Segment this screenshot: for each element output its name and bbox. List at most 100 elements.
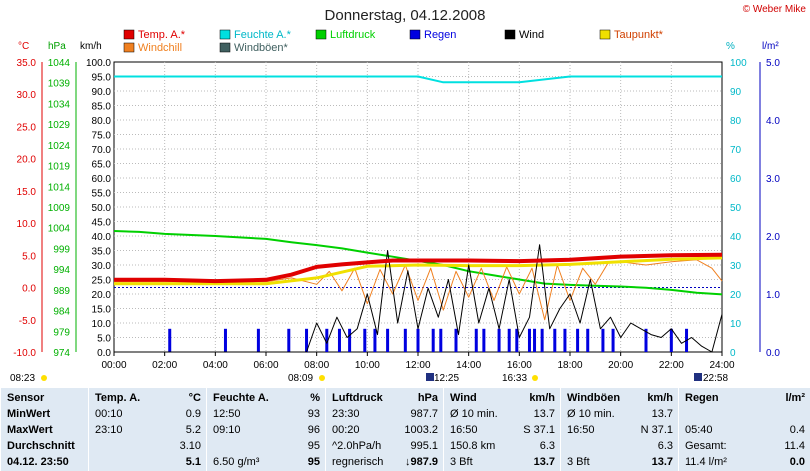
- rain-bar: [431, 328, 435, 352]
- cell-value: 95: [307, 440, 320, 452]
- chart-axes: 00:00 02:00 04:00 06:00 08:00 10:00 12:00 14:00…: [13, 58, 780, 371]
- pressure-tick-label: 1014: [48, 182, 71, 193]
- humidity-tick-label: 10: [730, 319, 742, 330]
- cell-value: 11.4: [784, 440, 805, 452]
- rain-bar: [168, 328, 172, 352]
- pressure-tick-label: 1024: [48, 141, 71, 152]
- humidity-tick-label: 70: [730, 145, 742, 156]
- humidity-tick-label: 60: [730, 174, 742, 185]
- cell-label: 00:10: [95, 408, 123, 420]
- marker-time-3: 22:58: [703, 373, 728, 384]
- cell-value: 6.3: [539, 440, 555, 452]
- cell-value: 95: [307, 456, 320, 468]
- cell-value: 6.3: [657, 440, 673, 452]
- rain-bar: [527, 328, 531, 352]
- wind-tick-label: 55.0: [92, 189, 112, 200]
- x-tick-label: 14:00: [456, 360, 481, 371]
- cell-value: 5.1: [185, 456, 201, 468]
- table-column: Temp. A. °C 00:10 0.9 23:10 5.2 3.10 5.1: [88, 388, 207, 471]
- rain-bar: [416, 328, 420, 352]
- table-column: Sensor MinWert MaxWert Durchschnitt 04.12. 2…: [0, 388, 89, 471]
- cell-value: S 37.1: [523, 424, 555, 436]
- row-label: Durchschnitt: [7, 440, 75, 452]
- temp-tick-label: 30.0: [17, 90, 37, 101]
- rain-bar: [553, 328, 557, 352]
- x-tick-label: 04:00: [203, 360, 228, 371]
- pressure-tick-label: 974: [53, 348, 70, 359]
- unit-rain: l/m²: [762, 41, 779, 52]
- table-column: Regen l/m² 05:40 0.4 Gesamt: 11.4 11.4 l/m² 0.0: [678, 388, 810, 471]
- rain-bar: [454, 328, 458, 352]
- wind-tick-label: 40.0: [92, 232, 112, 243]
- temp-tick-label: 0.0: [22, 284, 36, 295]
- rain-bar: [474, 328, 478, 352]
- sunrise-icon: [41, 375, 47, 381]
- rain-bar: [348, 328, 352, 352]
- cell-label: regnerisch: [332, 456, 384, 468]
- rain-tick-label: 3.0: [766, 174, 780, 185]
- pressure-tick-label: 1029: [48, 120, 71, 131]
- wind-tick-label: 0.0: [97, 348, 111, 359]
- row-label: 04.12. 23:50: [7, 456, 69, 468]
- marker-time-2: 12:25: [434, 373, 459, 384]
- column-header: Wind: [450, 392, 477, 404]
- legend-label: Wind: [519, 29, 544, 41]
- rain-tick-label: 4.0: [766, 116, 780, 127]
- x-tick-label: 22:00: [659, 360, 684, 371]
- rain-bar: [611, 328, 615, 352]
- legend-swatch: [315, 29, 327, 40]
- cell-label: 16:50: [567, 424, 595, 436]
- unit-humidity: %: [726, 41, 735, 52]
- humidity-tick-label: 40: [730, 232, 742, 243]
- wind-tick-label: 70.0: [92, 145, 112, 156]
- legend-label: Windböen*: [234, 42, 289, 54]
- rain-bar: [386, 328, 390, 352]
- column-unit: km/h: [529, 392, 555, 404]
- row-label: MinWert: [7, 408, 51, 420]
- table-column: Luftdruck hPa 23:30 987.7 00:20 1003.2 ^2.0hPa…: [325, 388, 444, 471]
- temp-tick-label: 5.0: [22, 251, 36, 262]
- x-tick-label: 02:00: [152, 360, 177, 371]
- column-unit: hPa: [417, 392, 438, 404]
- humidity-tick-label: 20: [730, 290, 742, 301]
- cell-value: 13.7: [651, 408, 673, 420]
- x-tick-label: 16:00: [507, 360, 532, 371]
- wind-tick-label: 65.0: [92, 160, 112, 171]
- wind-tick-label: 45.0: [92, 218, 112, 229]
- chart-title: Donnerstag, 04.12.2008: [325, 7, 486, 24]
- pressure-tick-label: 989: [53, 286, 70, 297]
- rain-bar: [540, 328, 544, 352]
- legend-label: Feuchte A.*: [234, 29, 292, 41]
- rain-bar: [515, 328, 519, 352]
- legend-label: Temp. A.*: [138, 29, 186, 41]
- rain-bar: [644, 328, 648, 352]
- wind-tick-label: 75.0: [92, 131, 112, 142]
- rain-bar: [287, 328, 291, 352]
- wind-tick-label: 20.0: [92, 290, 112, 301]
- cell-value: 987.7: [410, 408, 438, 420]
- cell-label: Ø 10 min.: [450, 408, 498, 420]
- cell-label: ^2.0hPa/h: [332, 440, 382, 452]
- cell-value: 0.4: [789, 424, 805, 436]
- wind-tick-label: 100.0: [86, 58, 111, 69]
- rain-tick-label: 1.0: [766, 290, 780, 301]
- x-tick-label: 10:00: [355, 360, 380, 371]
- weather-chart: 00:00 02:00 04:00 06:00 08:00 10:00 12:00 14:00…: [10, 4, 806, 384]
- cell-value: 0.9: [185, 408, 201, 420]
- cell-label: 23:10: [95, 424, 123, 436]
- x-tick-label: 12:00: [405, 360, 430, 371]
- x-tick-label: 06:00: [253, 360, 278, 371]
- wind-tick-label: 15.0: [92, 305, 112, 316]
- column-header: Temp. A.: [95, 392, 141, 404]
- cell-label: Ø 10 min.: [567, 408, 615, 420]
- legend-swatch: [599, 29, 611, 40]
- wind-tick-label: 80.0: [92, 116, 112, 127]
- pressure-tick-label: 1044: [48, 58, 71, 69]
- rain-bar: [563, 328, 567, 352]
- temp-tick-label: 35.0: [17, 58, 37, 69]
- pressure-tick-label: 979: [53, 327, 70, 338]
- cell-value: 995.1: [410, 440, 438, 452]
- wind-tick-label: 95.0: [92, 73, 112, 84]
- wind-tick-label: 50.0: [92, 203, 112, 214]
- temp-tick-label: 10.0: [17, 219, 37, 230]
